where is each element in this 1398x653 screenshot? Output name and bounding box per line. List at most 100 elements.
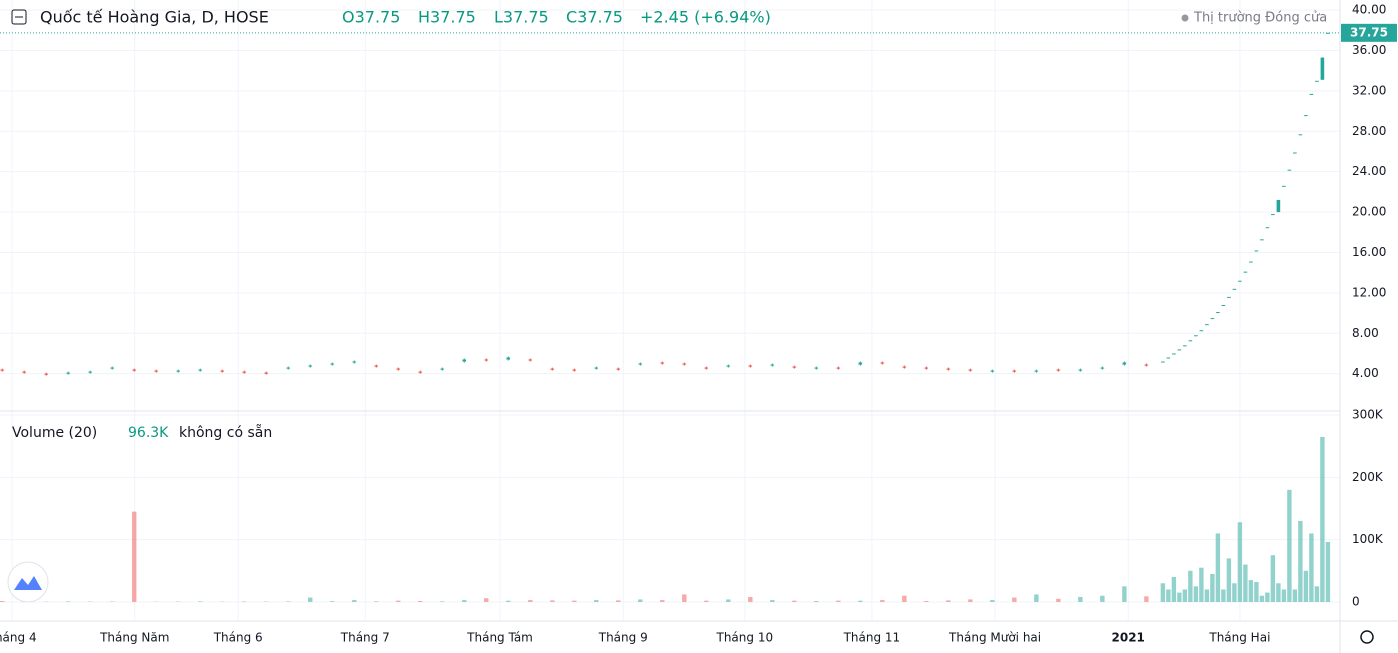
candle-body (1194, 335, 1198, 337)
candle-body (88, 371, 93, 373)
candle-body (1166, 357, 1171, 359)
volume-bar (1171, 577, 1177, 602)
candle-body (616, 368, 621, 370)
volume-bar (902, 595, 907, 602)
volume-bar (198, 601, 203, 602)
volume-bar (1160, 583, 1166, 602)
candle-body (1199, 330, 1204, 332)
candle-body (682, 363, 687, 365)
y-tick-label: 32.00 (1352, 83, 1386, 97)
collapse-icon[interactable] (11, 9, 27, 25)
volume-bar (1325, 541, 1331, 602)
logo-icon (14, 576, 42, 590)
volume-bar (1287, 489, 1292, 602)
price-change: +2.45 (+6.94%) (640, 8, 771, 27)
candle-body (110, 367, 115, 369)
volume-bar (858, 600, 863, 602)
candle-body (330, 363, 335, 365)
volume-bar (1226, 558, 1232, 602)
volume-bar (946, 600, 951, 602)
candle-body (132, 369, 137, 371)
volume-title[interactable]: Volume (20) (12, 425, 97, 441)
candle-body (1320, 57, 1325, 80)
candle-body (1144, 364, 1149, 366)
volume-bar (1292, 589, 1298, 602)
candle-body (836, 367, 841, 369)
candle-body (44, 373, 49, 375)
volume-bar (1204, 589, 1210, 602)
volume-bar (924, 601, 929, 602)
candle-body (0, 369, 5, 371)
volume-bar (374, 601, 379, 602)
candle-body (726, 365, 731, 367)
candle-body (242, 371, 247, 373)
candle-body (264, 372, 269, 374)
candle-body (748, 365, 753, 367)
volume-bar (1237, 522, 1243, 602)
candle-body (1221, 304, 1226, 306)
volume-bar (1166, 589, 1171, 602)
candle-body (352, 361, 357, 363)
candle-body (1216, 312, 1220, 314)
settings-icon[interactable] (1360, 630, 1374, 644)
volume-bar (1221, 589, 1226, 602)
last-price-label: 37.75 (1350, 25, 1388, 39)
y-tick-label: 12.00 (1352, 285, 1386, 299)
symbol-title[interactable]: Quốc tế Hoàng Gia, D, HOSE (40, 8, 269, 27)
candle-body (176, 370, 181, 372)
y-tick-label: 20.00 (1352, 205, 1386, 219)
grid (0, 0, 1340, 620)
candle-body (528, 359, 533, 361)
marks (0, 32, 1340, 602)
volume-bar (594, 600, 599, 602)
volume-bar (1298, 520, 1303, 602)
volume-bar (1314, 586, 1320, 602)
volume-bar (1265, 592, 1270, 602)
volume-bar (528, 600, 533, 602)
candle-body (1254, 250, 1259, 252)
candle-body (22, 371, 27, 373)
volume-bar (682, 594, 687, 602)
volume-bar (462, 600, 467, 602)
candle-body (880, 362, 885, 364)
volume-bar (1193, 586, 1199, 602)
candle-body (1315, 80, 1319, 82)
volume-bar (1144, 596, 1149, 602)
volume-bar (1034, 594, 1039, 602)
volume-bar (418, 601, 423, 602)
volume-bar (1012, 597, 1017, 602)
candle-body (286, 367, 291, 369)
candle-body (1298, 134, 1303, 136)
x-tick-label: Tháng Mười hai (948, 631, 1041, 645)
x-tick-label: Tháng 11 (843, 631, 901, 645)
volume-bar (1232, 583, 1237, 602)
volume-bar (1078, 596, 1083, 602)
candle-body (308, 365, 313, 367)
candle-body (440, 368, 445, 370)
x-tick-label: Tháng 9 (598, 631, 648, 645)
volume-bar (836, 600, 841, 602)
volume-bar (1243, 564, 1248, 602)
candle-body (1282, 185, 1286, 187)
status-dot (1181, 14, 1189, 22)
candle-body (550, 368, 555, 370)
candle-body (1232, 288, 1237, 290)
volume-bar (770, 600, 775, 602)
y-tick-label: 16.00 (1352, 245, 1386, 259)
candle-body (924, 367, 929, 369)
market-status: Thị trường Đóng cửa (1193, 11, 1327, 26)
y-tick-label: 24.00 (1352, 164, 1386, 178)
volume-bar (0, 601, 5, 602)
volume-bar (132, 511, 137, 602)
volume-bar (792, 600, 797, 602)
last-price-box (1341, 23, 1397, 42)
candle-body (1100, 367, 1105, 369)
logo-button[interactable] (7, 561, 49, 603)
volume-bar (440, 601, 445, 602)
candle-body (66, 372, 71, 374)
ohlc-close: C37.75 (566, 8, 623, 27)
candle-body (1210, 318, 1215, 320)
candle-body (462, 359, 467, 362)
candle-body (594, 367, 599, 369)
